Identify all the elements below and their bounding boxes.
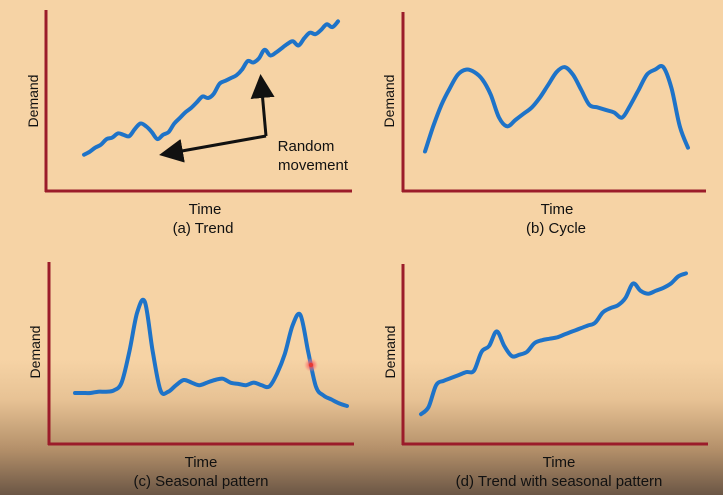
caption-c: (c) Seasonal pattern (133, 473, 268, 490)
panel-d: Demand Time (d) Trend with seasonal patt… (382, 264, 708, 490)
y-axis-label-a: Demand (25, 75, 41, 128)
annotation-random-movement: Random movement (278, 138, 349, 174)
caption-d: (d) Trend with seasonal pattern (456, 473, 663, 490)
y-axis-label-c: Demand (27, 326, 43, 379)
series-line-c (73, 297, 349, 408)
annotation-line-2: movement (278, 157, 349, 174)
annotation-line-1: Random (278, 138, 335, 155)
panel-a: Demand Time (a) Trend Random movement (25, 10, 352, 237)
cursor-dot (308, 362, 314, 368)
arrow-to-peak (250, 74, 275, 137)
x-axis-label-a: Time (189, 201, 222, 218)
series-line-b (423, 63, 690, 154)
caption-a: (a) Trend (173, 220, 234, 237)
y-axis-label-d: Demand (382, 326, 398, 379)
x-axis-label-b: Time (541, 201, 574, 218)
arrow-to-dip (159, 134, 267, 163)
x-axis-label-d: Time (543, 454, 576, 471)
panel-c: Demand Time (c) Seasonal pattern (27, 262, 354, 490)
series-line-a (82, 19, 340, 157)
panel-b: Demand Time (b) Cycle (381, 12, 706, 237)
y-axis-label-b: Demand (381, 75, 397, 128)
series-line-d (419, 271, 688, 417)
x-axis-label-c: Time (185, 454, 218, 471)
caption-b: (b) Cycle (526, 220, 586, 237)
